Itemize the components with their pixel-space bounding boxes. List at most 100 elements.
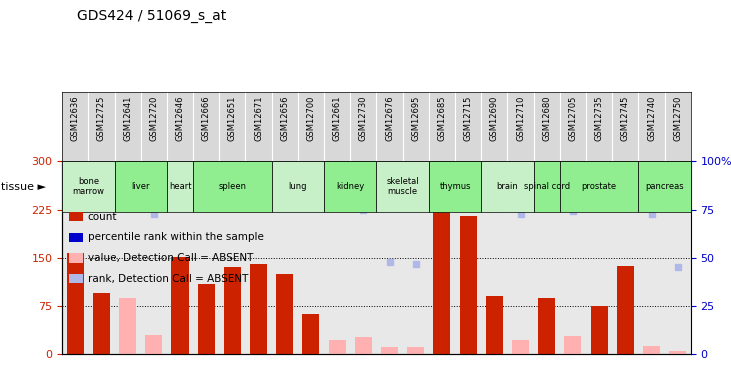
Text: GSM12740: GSM12740 — [647, 95, 656, 141]
Text: percentile rank within the sample: percentile rank within the sample — [88, 232, 264, 242]
Bar — [172, 256, 189, 354]
Text: GSM12715: GSM12715 — [463, 95, 473, 141]
Text: GSM12710: GSM12710 — [516, 95, 525, 141]
Text: bone
marrow: bone marrow — [72, 177, 105, 196]
Text: GSM12661: GSM12661 — [333, 95, 341, 141]
Text: GSM12676: GSM12676 — [385, 95, 394, 141]
Bar — [197, 284, 215, 354]
Bar — [376, 161, 429, 212]
Text: GSM12700: GSM12700 — [306, 95, 316, 141]
Bar — [591, 306, 607, 354]
Point — [436, 177, 448, 183]
Bar — [481, 161, 534, 212]
Text: GSM12690: GSM12690 — [490, 95, 499, 141]
Text: kidney: kidney — [336, 182, 364, 191]
Point — [594, 192, 605, 198]
Point — [410, 261, 422, 267]
Text: GSM12720: GSM12720 — [149, 95, 159, 141]
Text: value, Detection Call = ABSENT: value, Detection Call = ABSENT — [88, 253, 253, 263]
Bar — [433, 208, 450, 354]
Text: GSM12695: GSM12695 — [412, 95, 420, 141]
Text: lung: lung — [289, 182, 307, 191]
Point — [227, 177, 238, 183]
Text: count: count — [88, 212, 117, 222]
Bar — [145, 335, 162, 354]
Text: GSM12685: GSM12685 — [437, 95, 447, 141]
Text: skeletal
muscle: skeletal muscle — [387, 177, 419, 196]
Bar — [460, 216, 477, 354]
Point — [69, 189, 81, 195]
Point — [619, 192, 631, 198]
Text: GSM12750: GSM12750 — [673, 95, 682, 141]
Text: GSM12730: GSM12730 — [359, 95, 368, 141]
Bar — [669, 351, 686, 354]
Text: GSM12725: GSM12725 — [97, 95, 106, 141]
Text: spinal cord: spinal cord — [523, 182, 569, 191]
Bar — [272, 161, 324, 212]
Text: GSM12651: GSM12651 — [228, 95, 237, 141]
Text: GSM12705: GSM12705 — [569, 95, 577, 141]
Bar — [119, 298, 136, 354]
Text: rank, Detection Call = ABSENT: rank, Detection Call = ABSENT — [88, 274, 248, 284]
Text: GSM12735: GSM12735 — [594, 95, 604, 141]
Bar — [638, 161, 691, 212]
Text: GSM12646: GSM12646 — [175, 95, 184, 141]
Point — [279, 192, 291, 198]
Bar — [381, 347, 398, 354]
Point — [200, 192, 212, 198]
Point — [541, 202, 553, 208]
Point — [384, 260, 395, 266]
Bar — [93, 293, 110, 354]
Bar — [564, 336, 581, 354]
Bar — [250, 264, 267, 354]
Text: GSM12666: GSM12666 — [202, 95, 211, 141]
Text: spleen: spleen — [219, 182, 246, 191]
Text: prostate: prostate — [582, 182, 617, 191]
Text: GSM12671: GSM12671 — [254, 95, 263, 141]
Text: GDS424 / 51069_s_at: GDS424 / 51069_s_at — [77, 9, 226, 23]
Text: brain: brain — [496, 182, 518, 191]
Point — [645, 211, 657, 217]
Point — [305, 202, 317, 208]
Text: heart: heart — [169, 182, 192, 191]
Text: liver: liver — [132, 182, 150, 191]
Point — [357, 207, 369, 213]
Bar — [512, 340, 529, 354]
Bar — [560, 161, 638, 212]
Bar — [407, 346, 424, 354]
Text: GSM12641: GSM12641 — [123, 95, 132, 141]
Text: GSM12680: GSM12680 — [542, 95, 551, 141]
Bar — [167, 161, 193, 212]
Text: thymus: thymus — [439, 182, 471, 191]
Bar — [224, 267, 241, 354]
Point — [567, 209, 579, 214]
Point — [672, 264, 683, 270]
Point — [96, 180, 107, 186]
Text: GSM12745: GSM12745 — [621, 95, 630, 141]
Bar — [324, 161, 376, 212]
Bar — [534, 161, 560, 212]
Point — [122, 198, 134, 204]
Bar — [67, 253, 84, 354]
Bar — [329, 340, 346, 354]
Bar — [538, 298, 556, 354]
Bar — [643, 346, 660, 354]
Bar — [355, 337, 372, 354]
Point — [462, 177, 474, 183]
Text: GSM12636: GSM12636 — [71, 95, 80, 141]
Bar — [193, 161, 272, 212]
Bar — [303, 315, 319, 354]
Text: pancreas: pancreas — [645, 182, 684, 191]
Bar — [486, 296, 503, 354]
Bar — [429, 161, 481, 212]
Point — [253, 184, 265, 190]
Point — [515, 211, 526, 217]
Bar — [276, 274, 293, 354]
Point — [174, 176, 186, 182]
Point — [488, 205, 500, 211]
Bar — [115, 161, 167, 212]
Point — [488, 202, 500, 208]
Text: tissue ►: tissue ► — [1, 182, 47, 192]
Text: GSM12656: GSM12656 — [280, 95, 289, 141]
Point — [148, 211, 159, 217]
